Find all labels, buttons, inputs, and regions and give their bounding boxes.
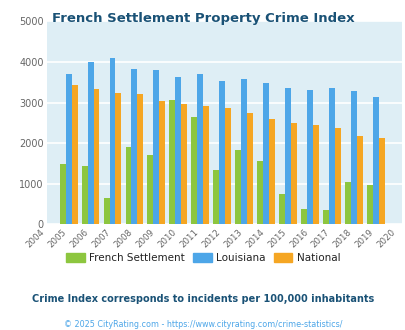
Bar xyxy=(290,123,296,224)
Bar xyxy=(159,101,165,224)
Bar xyxy=(241,79,246,224)
Bar xyxy=(262,83,268,224)
Bar xyxy=(60,164,66,224)
Bar xyxy=(181,104,187,224)
Bar xyxy=(350,91,356,224)
Bar xyxy=(115,93,121,224)
Bar xyxy=(191,117,197,224)
Bar xyxy=(256,161,262,224)
Bar xyxy=(197,74,202,224)
Bar xyxy=(334,128,340,224)
Bar xyxy=(81,166,87,224)
Bar xyxy=(372,97,377,224)
Bar xyxy=(87,62,93,224)
Text: French Settlement Property Crime Index: French Settlement Property Crime Index xyxy=(51,12,354,24)
Bar xyxy=(224,108,230,224)
Bar xyxy=(213,170,219,224)
Bar xyxy=(268,119,274,224)
Bar xyxy=(71,85,77,224)
Bar xyxy=(306,90,312,224)
Bar xyxy=(312,124,318,224)
Bar xyxy=(125,147,131,224)
Bar xyxy=(219,81,224,224)
Bar xyxy=(322,210,328,224)
Bar xyxy=(169,100,175,224)
Bar xyxy=(377,138,384,224)
Bar xyxy=(175,77,181,224)
Bar xyxy=(131,69,137,224)
Bar xyxy=(147,155,153,224)
Bar xyxy=(153,70,159,224)
Bar xyxy=(284,88,290,224)
Bar xyxy=(66,74,71,224)
Bar xyxy=(202,106,209,224)
Bar xyxy=(278,194,284,224)
Legend: French Settlement, Louisiana, National: French Settlement, Louisiana, National xyxy=(62,248,343,267)
Bar xyxy=(366,185,372,224)
Bar xyxy=(300,209,306,224)
Bar xyxy=(234,150,241,224)
Bar xyxy=(137,94,143,224)
Bar xyxy=(103,198,109,224)
Bar xyxy=(328,87,334,224)
Bar xyxy=(356,136,362,224)
Text: Crime Index corresponds to incidents per 100,000 inhabitants: Crime Index corresponds to incidents per… xyxy=(32,294,373,304)
Bar xyxy=(109,58,115,224)
Bar xyxy=(246,113,252,224)
Text: © 2025 CityRating.com - https://www.cityrating.com/crime-statistics/: © 2025 CityRating.com - https://www.city… xyxy=(64,319,341,329)
Bar xyxy=(93,89,99,224)
Bar xyxy=(344,182,350,224)
